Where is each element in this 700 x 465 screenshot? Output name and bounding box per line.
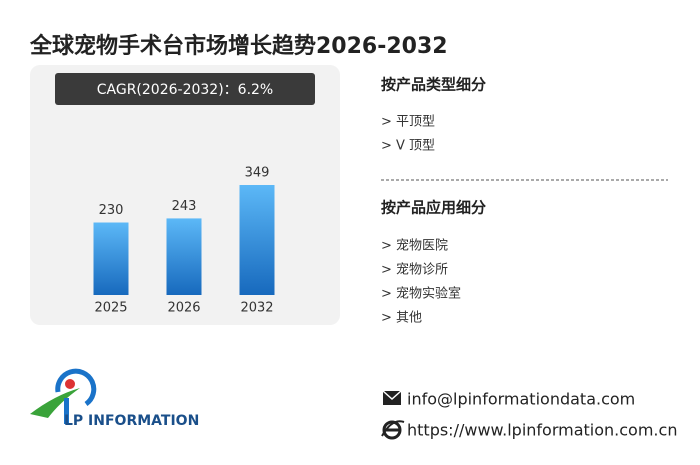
x-tick-label: 2025 bbox=[94, 301, 127, 316]
segment-item: > 宠物医院 bbox=[381, 238, 448, 254]
email: info@lpinformationdata.com bbox=[407, 390, 635, 409]
segment-item: > 宠物诊所 bbox=[381, 262, 448, 278]
data-label: 230 bbox=[99, 203, 124, 218]
data-label: 243 bbox=[172, 199, 197, 214]
logo-text: LP INFORMATION bbox=[64, 413, 199, 429]
bar bbox=[166, 218, 202, 295]
segment-item: > 宠物实验室 bbox=[381, 286, 461, 302]
chart-title: 全球宠物手术台市场增长趋势2026-2032 bbox=[29, 33, 448, 59]
email-icon bbox=[382, 390, 402, 405]
bar bbox=[93, 222, 129, 295]
web-icon bbox=[381, 420, 405, 440]
logo-icon bbox=[30, 368, 97, 424]
segment-title: 按产品应用细分 bbox=[381, 199, 486, 217]
bar-group: 230 2025 243 2026 349 2032 bbox=[93, 166, 275, 316]
segment-item: > 其他 bbox=[381, 311, 422, 326]
x-tick-label: 2026 bbox=[167, 301, 200, 316]
segment-item: > 平顶型 bbox=[381, 115, 435, 130]
x-tick-label: 2032 bbox=[240, 301, 273, 316]
website: https://www.lpinformation.com.cn bbox=[407, 421, 677, 440]
bar bbox=[239, 185, 275, 295]
segment-title: 按产品类型细分 bbox=[381, 76, 486, 94]
cagr-box bbox=[55, 73, 315, 105]
cagr-label: CAGR(2026-2032)：6.2% bbox=[97, 82, 273, 98]
data-label: 349 bbox=[245, 166, 270, 181]
segment-item: > V 顶型 bbox=[381, 139, 435, 154]
